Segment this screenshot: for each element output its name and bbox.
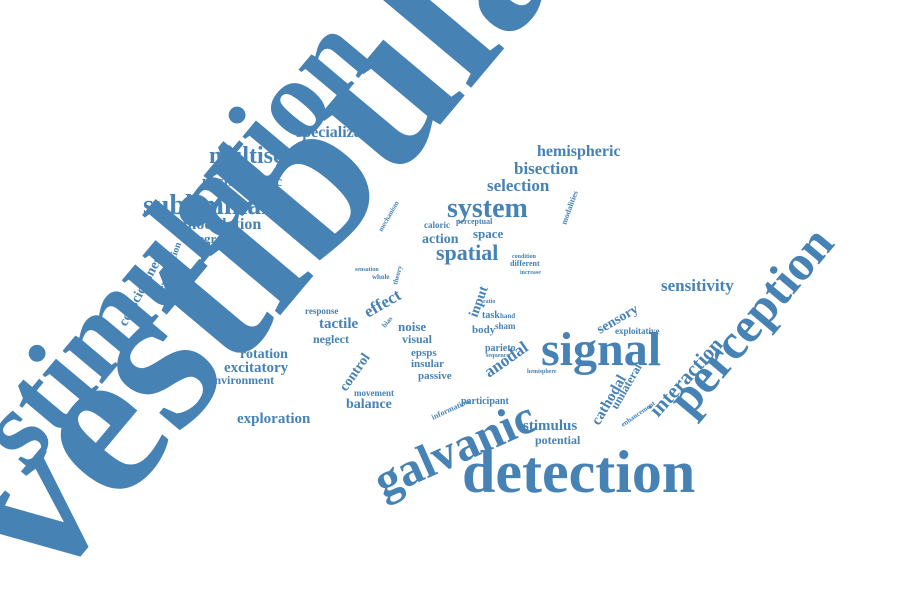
word-subliminal: subliminal xyxy=(143,190,269,221)
word-potential: potential xyxy=(535,433,581,447)
word-effect: effect xyxy=(361,285,405,321)
word-bias: bias xyxy=(380,315,394,330)
word-tactile: tactile xyxy=(319,316,358,332)
word-exploration: exploration xyxy=(237,411,311,427)
word-body: body xyxy=(472,324,496,336)
word-response: response xyxy=(305,306,338,316)
word-visual: visual xyxy=(402,332,433,346)
word-theory: theory xyxy=(391,264,404,285)
word-perceptual: perceptual xyxy=(456,217,493,226)
word-epsps: epsps xyxy=(411,347,437,359)
word-excitatory: excitatory xyxy=(224,360,289,376)
word-whole: whole xyxy=(372,273,390,281)
word-task: task xyxy=(482,310,500,321)
word-spatial: spatial xyxy=(436,240,498,265)
word-caloric: caloric xyxy=(424,220,450,230)
word-hemispheric: hemispheric xyxy=(537,143,621,160)
word-ratio: ratio xyxy=(483,299,495,305)
word-exploitative: exploitative xyxy=(615,326,660,336)
word-hemisphere: hemisphere xyxy=(527,369,557,375)
word-passive: passive xyxy=(418,370,452,382)
word-sequence: sequence xyxy=(486,353,509,359)
word-bisection: bisection xyxy=(514,159,579,178)
word-selection: selection xyxy=(487,176,550,195)
word-sensation: sensation xyxy=(355,267,379,273)
word-action: action xyxy=(422,232,459,247)
word-system: system xyxy=(447,193,528,224)
word-modalities: modalities xyxy=(559,190,579,226)
word-sensitivity: sensitivity xyxy=(661,276,734,295)
word-enhancement: enhancement xyxy=(620,399,658,429)
word-space: space xyxy=(473,226,504,241)
word-detection: detection xyxy=(462,439,695,505)
word-specialization: specialization xyxy=(296,124,389,141)
word-modulation: modulation xyxy=(183,216,261,233)
word-stimulus: stimulus xyxy=(523,418,577,434)
word-balance: balance xyxy=(346,397,392,412)
word-rotation: rotation xyxy=(240,347,288,362)
word-integration: integration xyxy=(183,231,245,246)
word-movement: movement xyxy=(354,388,394,398)
word-increase: increase xyxy=(520,270,541,276)
word-participant: participant xyxy=(461,396,509,407)
word-different: different xyxy=(510,259,540,268)
word-multisensory: multisensory xyxy=(209,143,341,169)
word-noise: noise xyxy=(398,319,426,334)
word-condition: condition xyxy=(512,254,537,260)
word-sham: sham xyxy=(495,321,516,331)
word-neglect: neglect xyxy=(313,332,349,346)
word-environment: environment xyxy=(209,373,274,387)
word-parieto: parieto xyxy=(485,343,516,354)
word-insular: insular xyxy=(411,358,444,370)
word-postsynaptic: postsynaptic xyxy=(202,174,282,190)
word-hand: hand xyxy=(500,312,515,320)
word-signal: signal xyxy=(541,323,661,376)
